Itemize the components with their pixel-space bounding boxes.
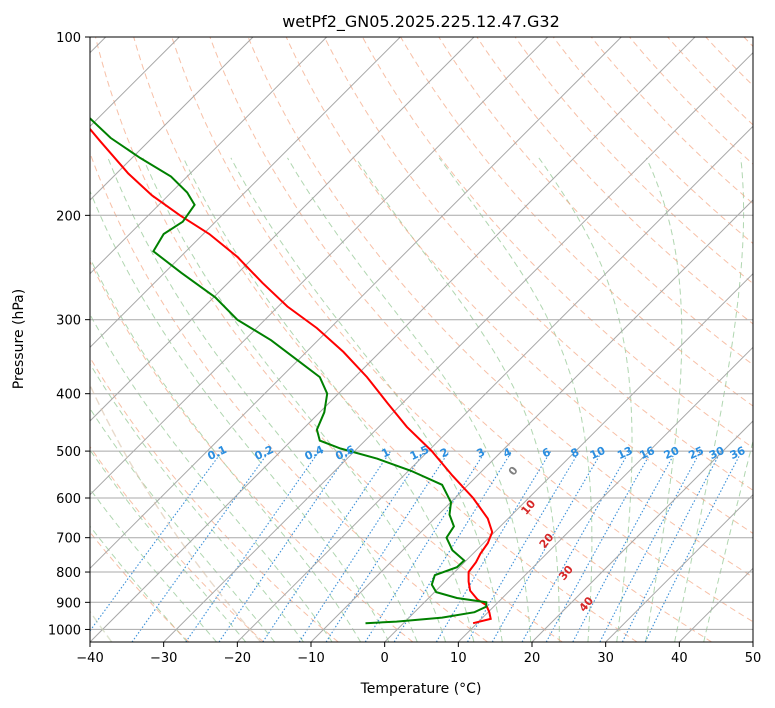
x-axis: −40 −30 −20 −10 0 10 20 30 40 50 <box>76 642 761 666</box>
x-tick-label: 10 <box>450 651 467 666</box>
y-tick-label: 600 <box>56 492 81 507</box>
mixing-ratio-line <box>364 450 486 642</box>
isotherm <box>163 51 753 642</box>
y-tick-label: 400 <box>56 388 81 403</box>
dry-adiabat <box>476 37 753 325</box>
mixing-ratio-label: 20 <box>662 444 682 462</box>
y-tick-label: 900 <box>56 596 81 611</box>
isotherm <box>90 37 254 201</box>
y-tick-label: 100 <box>56 31 81 46</box>
y-tick-label: 300 <box>56 314 81 329</box>
mixing-ratio-label: 25 <box>687 444 706 462</box>
mixing-ratio-line <box>599 450 701 642</box>
isotherms <box>90 37 753 642</box>
mixing-ratio-line <box>393 450 513 642</box>
x-tick-label: 40 <box>671 651 688 666</box>
mixing-ratio-line <box>131 450 270 642</box>
mixing-ratio-line <box>521 450 630 642</box>
isotherm <box>384 272 753 642</box>
isotherm <box>90 37 475 422</box>
mixing-ratio-line <box>572 450 677 642</box>
y-tick-label: 500 <box>56 445 81 460</box>
temperature-profile <box>90 127 494 625</box>
y-tick-label: 800 <box>56 566 81 581</box>
isotherm <box>531 420 753 642</box>
isotherm <box>457 346 753 642</box>
isotherm <box>90 37 549 496</box>
y-tick-label: 700 <box>56 532 81 547</box>
mixing-ratio-label: 36 <box>728 444 748 462</box>
dewpoint-profile <box>90 116 488 625</box>
isotherm <box>310 199 753 642</box>
dry-adiabats <box>90 37 753 642</box>
moist-adiabat <box>438 157 593 642</box>
x-tick-label: −10 <box>297 651 324 666</box>
isotherm <box>90 37 401 349</box>
isotherm <box>605 493 753 642</box>
x-tick-label: 30 <box>597 651 614 666</box>
isotherm <box>90 37 328 275</box>
mixing-ratio-line <box>185 450 320 642</box>
mixing-ratio-line <box>325 450 450 642</box>
y-axis: 100 200 300 400 500 600 700 800 900 1000 <box>48 31 90 638</box>
isotherm <box>90 37 622 570</box>
isotherm <box>236 125 753 642</box>
dry-adiabat <box>95 37 563 642</box>
sounding-profiles <box>90 116 494 625</box>
mixing-ratio-label: 13 <box>615 444 634 462</box>
plot-frame <box>89 36 754 643</box>
x-tick-label: −40 <box>76 651 103 666</box>
moist-adiabat <box>90 363 304 642</box>
isobars <box>90 37 753 630</box>
dry-adiabat <box>323 37 753 491</box>
mixing-ratio-line <box>644 450 743 642</box>
moist-adiabat <box>355 157 560 642</box>
dry-adiabat <box>629 37 753 165</box>
isotherm <box>90 37 696 642</box>
y-axis-label: Pressure (hPa) <box>11 289 27 389</box>
mixing-ratio-line <box>298 450 425 642</box>
moist-adiabat <box>645 157 683 642</box>
dry-adiabat <box>247 37 753 578</box>
dry-adiabat <box>90 445 264 642</box>
dry-adiabat <box>90 260 414 642</box>
dry-adiabat <box>514 37 753 285</box>
y-tick-label: 200 <box>56 209 81 224</box>
mixing-ratio-line <box>90 450 223 632</box>
dry-adiabat <box>133 37 638 642</box>
moist-adiabat <box>90 313 333 642</box>
mixing-ratio-label: 16 <box>638 444 658 462</box>
x-tick-label: 20 <box>524 651 541 666</box>
dry-adiabat <box>400 37 753 407</box>
x-axis-label: Temperature (°C) <box>360 681 482 697</box>
x-tick-label: −30 <box>150 651 177 666</box>
moist-adiabat <box>90 257 362 642</box>
x-tick-label: 50 <box>745 651 762 666</box>
x-tick-label: 0 <box>381 651 389 666</box>
moist-adiabat <box>287 157 532 642</box>
moist-adiabat <box>538 157 633 642</box>
mixing-ratio-line <box>218 450 351 642</box>
x-tick-label: −20 <box>224 651 251 666</box>
mixing-ratio-label: 10 <box>588 444 608 462</box>
dry-adiabat <box>209 37 753 623</box>
chart-title: wetPf2_GN05.2025.225.12.47.G32 <box>282 12 560 32</box>
mixing-ratio-label: 30 <box>707 444 727 462</box>
y-tick-label: 1000 <box>48 623 81 638</box>
mixing-ratio-line <box>491 450 603 642</box>
